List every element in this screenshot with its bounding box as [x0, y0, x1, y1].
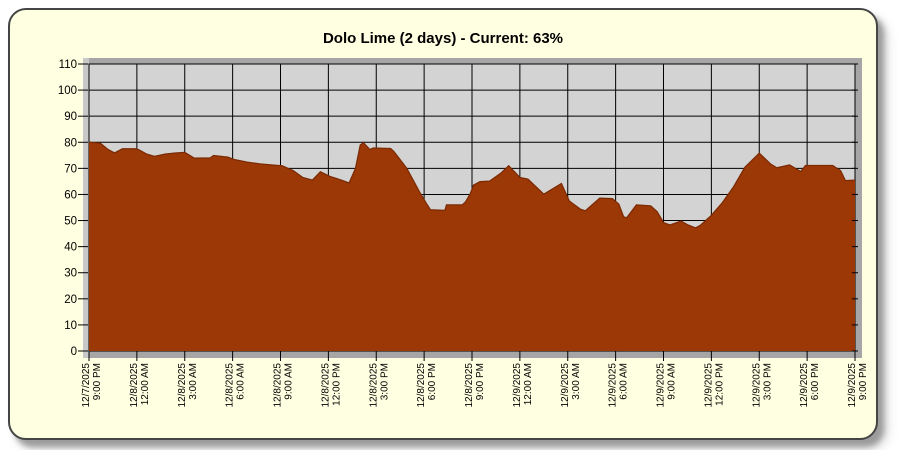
y-tick-label: 100	[58, 85, 77, 97]
svg-text:3:00 PM: 3:00 PM	[379, 363, 390, 400]
svg-text:12/9/2025: 12/9/2025	[799, 363, 810, 408]
svg-text:12/9/2025: 12/9/2025	[512, 363, 523, 408]
svg-text:12/8/2025: 12/8/2025	[177, 363, 188, 408]
svg-text:12/8/2025: 12/8/2025	[464, 363, 475, 408]
x-tick-label: 12/7/2025 9:00 PM	[81, 363, 103, 408]
y-tick-label: 80	[64, 137, 77, 149]
chart-title: Dolo Lime (2 days) - Current: 63%	[322, 30, 564, 47]
svg-text:9:00 AM: 9:00 AM	[284, 363, 295, 400]
y-tick-label: 50	[64, 216, 77, 228]
x-tick-label: 12/9/2025 12:00 PM	[703, 363, 725, 408]
x-tick-label: 12/8/2025 12:00 PM	[320, 363, 342, 408]
x-tick-label: 12/8/2025 3:00 PM	[368, 363, 390, 408]
x-tick-label: 12/9/2025 6:00 PM	[799, 363, 821, 408]
x-axis-labels: 12/7/2025 9:00 PM 12/8/2025 12:00 AM 12/8/20…	[81, 363, 869, 408]
x-tick-label: 12/9/2025 12:00 AM	[512, 363, 534, 408]
svg-text:3:00 PM: 3:00 PM	[762, 363, 773, 400]
svg-text:9:00 PM: 9:00 PM	[92, 363, 103, 400]
svg-text:12/8/2025: 12/8/2025	[416, 363, 427, 408]
y-tick-label: 40	[64, 242, 77, 254]
y-tick-label: 30	[64, 268, 77, 280]
area-series	[88, 141, 856, 351]
svg-text:12/8/2025: 12/8/2025	[320, 363, 331, 408]
svg-text:12/8/2025: 12/8/2025	[273, 363, 284, 408]
y-tick-label: 60	[64, 189, 77, 201]
svg-text:12/9/2025: 12/9/2025	[847, 363, 858, 408]
svg-text:12/8/2025: 12/8/2025	[129, 363, 140, 408]
x-tick-label: 12/9/2025 6:00 AM	[608, 363, 630, 408]
axis-ticks	[78, 63, 858, 361]
svg-text:12:00 AM: 12:00 AM	[523, 363, 534, 405]
svg-text:3:00 AM: 3:00 AM	[571, 363, 582, 400]
svg-text:9:00 PM: 9:00 PM	[475, 363, 486, 400]
y-tick-label: 90	[64, 111, 77, 123]
svg-text:6:00 AM: 6:00 AM	[619, 363, 630, 400]
x-tick-label: 12/9/2025 3:00 AM	[560, 363, 582, 408]
svg-text:12/9/2025: 12/9/2025	[560, 363, 571, 408]
x-tick-label: 12/8/2025 9:00 PM	[464, 363, 486, 408]
y-axis-labels: 0 10 20 30 40 50 60 70 80 90 100 110	[58, 59, 77, 358]
svg-text:6:00 PM: 6:00 PM	[810, 363, 821, 400]
svg-text:12/9/2025: 12/9/2025	[656, 363, 667, 408]
svg-text:12/7/2025: 12/7/2025	[81, 363, 92, 408]
svg-text:12/9/2025: 12/9/2025	[608, 363, 619, 408]
svg-text:9:00 AM: 9:00 AM	[667, 363, 678, 400]
svg-text:12:00 PM: 12:00 PM	[331, 363, 342, 406]
y-tick-label: 20	[64, 294, 77, 306]
x-tick-label: 12/8/2025 12:00 AM	[129, 363, 151, 408]
svg-text:12/9/2025: 12/9/2025	[703, 363, 714, 408]
y-tick-label: 0	[71, 346, 77, 358]
svg-text:12:00 AM: 12:00 AM	[140, 363, 151, 405]
svg-text:6:00 PM: 6:00 PM	[427, 363, 438, 400]
svg-text:6:00 AM: 6:00 AM	[236, 363, 247, 400]
y-tick-label: 70	[64, 163, 77, 175]
svg-text:3:00 AM: 3:00 AM	[188, 363, 199, 400]
x-tick-label: 12/9/2025 9:00 AM	[656, 363, 678, 408]
svg-text:12:00 PM: 12:00 PM	[714, 363, 725, 406]
x-tick-label: 12/8/2025 3:00 AM	[177, 363, 199, 408]
svg-text:12/8/2025: 12/8/2025	[368, 363, 379, 408]
x-tick-label: 12/8/2025 6:00 AM	[225, 363, 247, 408]
x-tick-label: 12/8/2025 9:00 AM	[273, 363, 295, 408]
y-tick-label: 110	[59, 59, 77, 71]
y-tick-label: 10	[64, 320, 77, 332]
svg-text:12/8/2025: 12/8/2025	[225, 363, 236, 408]
x-tick-label: 12/9/2025 3:00 PM	[751, 363, 773, 408]
svg-text:12/9/2025: 12/9/2025	[751, 363, 762, 408]
svg-text:9:00 PM: 9:00 PM	[858, 363, 869, 400]
x-tick-label: 12/9/2025 9:00 PM	[847, 363, 869, 408]
x-tick-label: 12/8/2025 6:00 PM	[416, 363, 438, 408]
